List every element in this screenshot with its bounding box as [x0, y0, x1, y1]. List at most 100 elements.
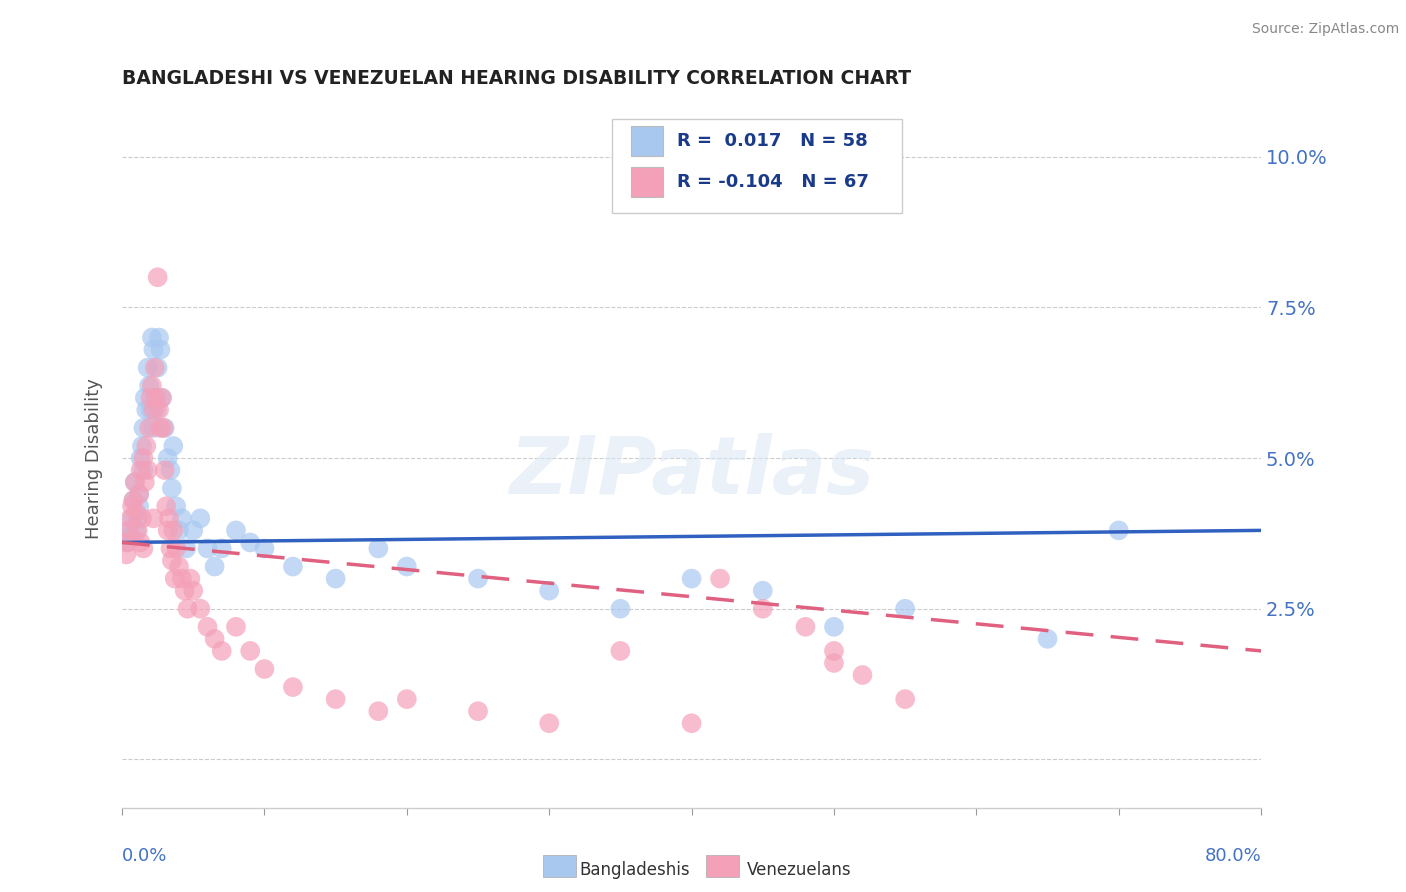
Point	[174, 541, 197, 556]
Point	[170, 511, 193, 525]
Point	[179, 572, 201, 586]
Point	[156, 451, 179, 466]
Point	[138, 421, 160, 435]
Point	[197, 541, 219, 556]
Point	[467, 704, 489, 718]
Point	[162, 439, 184, 453]
Point	[125, 505, 148, 519]
Point	[122, 493, 145, 508]
Point	[128, 500, 150, 514]
Point	[1036, 632, 1059, 646]
Point	[129, 451, 152, 466]
Text: R = -0.104   N = 67: R = -0.104 N = 67	[676, 173, 869, 191]
Point	[894, 692, 917, 706]
Point	[325, 692, 347, 706]
Point	[165, 541, 187, 556]
Point	[121, 511, 143, 525]
FancyBboxPatch shape	[612, 119, 903, 213]
Point	[122, 493, 145, 508]
Point	[160, 553, 183, 567]
Point	[281, 680, 304, 694]
Point	[253, 662, 276, 676]
Point	[149, 343, 172, 357]
Point	[127, 511, 149, 525]
FancyBboxPatch shape	[631, 127, 664, 156]
Point	[538, 716, 561, 731]
Point	[127, 524, 149, 538]
Text: 80.0%: 80.0%	[1205, 847, 1261, 865]
Point	[752, 583, 775, 598]
Point	[131, 511, 153, 525]
Text: Source: ZipAtlas.com: Source: ZipAtlas.com	[1251, 22, 1399, 37]
FancyBboxPatch shape	[631, 168, 664, 197]
Point	[165, 500, 187, 514]
Point	[609, 601, 631, 615]
Point	[148, 402, 170, 417]
Point	[142, 511, 165, 525]
Point	[253, 541, 276, 556]
Point	[129, 463, 152, 477]
Point	[129, 535, 152, 549]
Point	[159, 541, 181, 556]
Point	[118, 524, 141, 538]
Point	[142, 421, 165, 435]
Point	[190, 601, 212, 615]
Point	[395, 559, 418, 574]
Point	[395, 692, 418, 706]
Point	[167, 524, 190, 538]
Point	[894, 601, 917, 615]
Point	[159, 463, 181, 477]
Point	[163, 572, 186, 586]
Text: 0.0%: 0.0%	[122, 847, 167, 865]
Point	[150, 391, 173, 405]
Point	[681, 716, 703, 731]
Point	[117, 535, 139, 549]
Point	[135, 402, 157, 417]
Point	[128, 487, 150, 501]
Point	[609, 644, 631, 658]
Point	[225, 620, 247, 634]
Point	[132, 451, 155, 466]
Point	[124, 475, 146, 490]
Text: BANGLADESHI VS VENEZUELAN HEARING DISABILITY CORRELATION CHART: BANGLADESHI VS VENEZUELAN HEARING DISABI…	[122, 69, 911, 87]
Point	[136, 360, 159, 375]
Point	[681, 572, 703, 586]
Point	[120, 529, 142, 543]
Point	[176, 601, 198, 615]
Point	[143, 360, 166, 375]
Point	[794, 620, 817, 634]
Point	[162, 524, 184, 538]
Point	[211, 644, 233, 658]
Point	[149, 421, 172, 435]
Point	[132, 421, 155, 435]
Point	[136, 463, 159, 477]
Point	[145, 391, 167, 405]
Point	[135, 439, 157, 453]
Point	[115, 548, 138, 562]
Point	[538, 583, 561, 598]
Point	[239, 644, 262, 658]
Point	[150, 391, 173, 405]
Point	[145, 402, 167, 417]
Point	[153, 463, 176, 477]
Point	[167, 559, 190, 574]
Point	[204, 632, 226, 646]
Point	[823, 644, 845, 658]
Point	[141, 330, 163, 344]
Point	[155, 500, 177, 514]
Point	[170, 572, 193, 586]
Point	[142, 402, 165, 417]
Point	[709, 572, 731, 586]
Point	[146, 360, 169, 375]
Y-axis label: Hearing Disability: Hearing Disability	[86, 377, 103, 539]
Point	[131, 439, 153, 453]
Point	[132, 463, 155, 477]
Point	[124, 475, 146, 490]
Text: R =  0.017   N = 58: R = 0.017 N = 58	[676, 132, 868, 150]
Point	[211, 541, 233, 556]
Point	[225, 524, 247, 538]
Point	[181, 524, 204, 538]
Point	[190, 511, 212, 525]
Text: ZIPatlas: ZIPatlas	[509, 433, 875, 511]
Point	[153, 421, 176, 435]
